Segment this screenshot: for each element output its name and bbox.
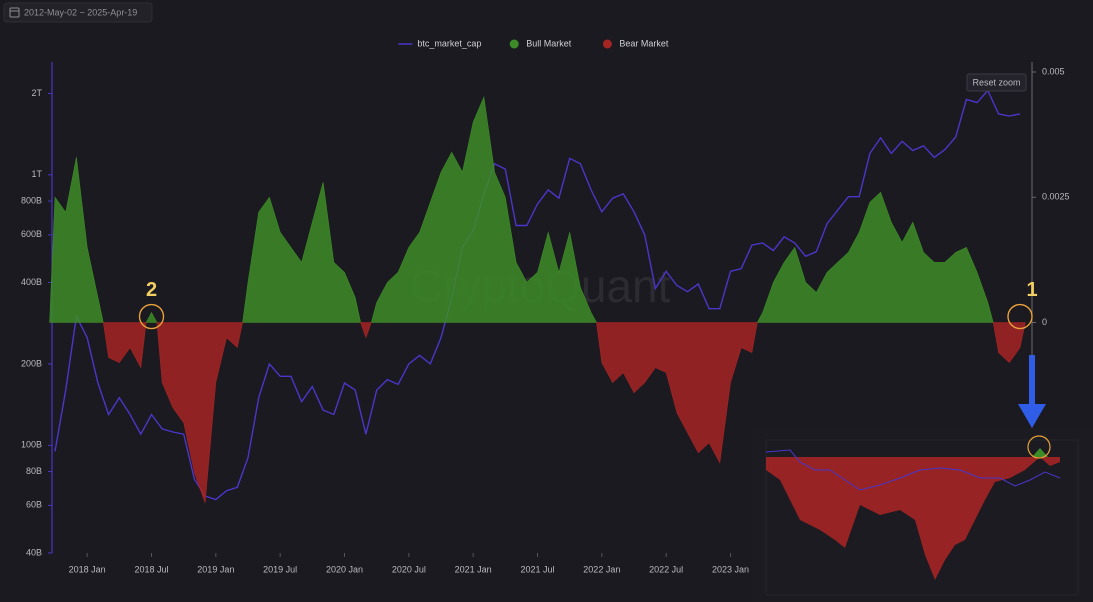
y-tick-label: 200B [21,358,42,368]
x-tick-label: 2018 Jan [69,564,106,574]
legend-marker [602,39,612,49]
x-tick-label: 2022 Jul [649,564,683,574]
annotation-label: 2 [146,279,157,301]
annotation-label: 1 [1026,279,1037,301]
x-tick-label: 2019 Jul [263,564,297,574]
legend-label: btc_market_cap [417,38,481,48]
annotation-circle [138,303,165,330]
x-tick-label: 2018 Jul [134,564,168,574]
x-tick-label: 2023 Jan [712,564,749,574]
y-tick-label: 400B [21,277,42,287]
reset-zoom-label[interactable]: Reset zoom [972,77,1020,87]
arrow [1018,355,1046,428]
legend-label: Bear Market [619,38,669,48]
y2-tick-label: 0 [1042,317,1047,327]
legend-label: Bull Market [526,38,572,48]
y-tick-label: 800B [21,195,42,205]
x-tick-label: 2022 Jan [583,564,620,574]
market-area [49,95,994,323]
y-tick-label: 100B [21,440,42,450]
inset-bear-area [766,457,1060,580]
y2-tick-label: 0.005 [1042,66,1065,76]
x-tick-label: 2019 Jan [197,564,234,574]
market-area [102,322,1026,504]
x-tick-label: 2021 Jan [455,564,492,574]
reset-zoom-box[interactable] [966,73,1027,92]
x-tick-label: 2021 Jul [520,564,554,574]
x-tick-label: 2020 Jul [392,564,426,574]
x-tick-label: 2020 Jan [326,564,363,574]
y-tick-label: 2T [31,88,42,98]
y-tick-label: 60B [26,500,42,510]
y-tick-label: 40B [26,547,42,557]
annotation-circle [1007,303,1033,330]
inset-frame [765,439,1079,596]
plot-area: 40B 60B 80B 100B 200B 400B 600B 800B 1T 2T 0 0.0025… [21,62,1070,574]
y-tick-label: 80B [26,466,42,476]
reset-zoom-button[interactable]: Reset zoom [966,73,1027,92]
date-range-box[interactable] [3,2,153,23]
date-range-picker[interactable]: 2012-May-02 ~ 2025-Apr-19 [3,2,153,23]
y2-tick-label: 0.0025 [1042,192,1070,202]
inset-highlight [1027,435,1051,459]
y-tick-label: 1T [31,169,42,179]
y-tick-label: 600B [21,229,42,239]
arrow-head [1018,404,1046,428]
date-range: 2012-May-02 ~ 2025-Apr-19 [24,7,137,17]
market-cap-line [54,89,1021,501]
inset-bull-area [1032,448,1048,457]
calendar-icon [9,7,20,18]
inset-chart [752,428,1093,602]
inset-line [765,449,1061,491]
legend-marker [509,39,519,49]
